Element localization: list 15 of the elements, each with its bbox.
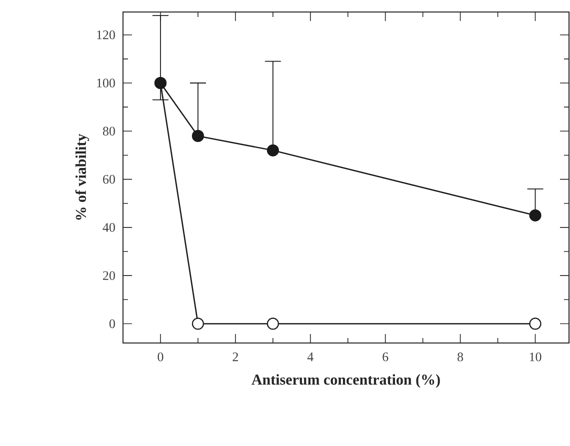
y-tick-label: 40 xyxy=(102,223,115,232)
y-axis-title: % of viability xyxy=(75,134,90,220)
x-tick-label: 0 xyxy=(158,352,164,362)
y-tick-label: 100 xyxy=(97,78,115,88)
x-tick-label: 10 xyxy=(530,352,542,362)
y-tick-label: 0 xyxy=(109,319,115,328)
x-tick-label: 6 xyxy=(382,352,388,362)
y-tick-label: 80 xyxy=(102,126,115,136)
x-tick-label: 4 xyxy=(307,352,314,362)
y-tick-label: 20 xyxy=(103,271,115,280)
x-axis-title: Antiserum concentration (%) xyxy=(252,374,440,388)
x-tick-label: 8 xyxy=(458,352,464,362)
y-tick-label: 60 xyxy=(103,174,115,184)
y-tick-label: 120 xyxy=(97,30,115,40)
x-tick-label: 2 xyxy=(232,352,238,362)
